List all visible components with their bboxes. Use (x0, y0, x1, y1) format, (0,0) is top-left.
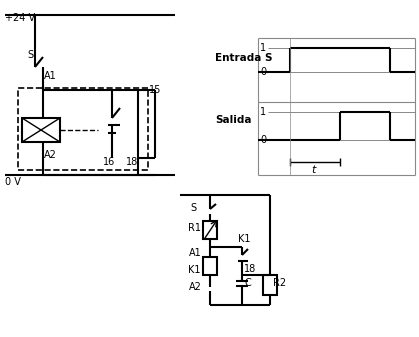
Text: 18: 18 (244, 264, 256, 274)
Text: A1: A1 (189, 248, 202, 258)
Text: 0: 0 (260, 135, 266, 145)
Bar (263, 275, 277, 295)
Text: 18: 18 (126, 157, 138, 167)
Text: 15: 15 (149, 85, 161, 95)
Text: Salida: Salida (215, 115, 251, 125)
Text: A1: A1 (44, 71, 57, 81)
Text: S: S (27, 50, 33, 60)
Text: 1: 1 (260, 43, 266, 53)
Bar (22, 118, 60, 142)
Text: 16: 16 (103, 157, 115, 167)
Text: 0: 0 (260, 67, 266, 77)
Text: K1: K1 (188, 265, 201, 275)
Text: A2: A2 (189, 282, 202, 292)
Bar (203, 221, 217, 239)
Text: R1: R1 (188, 223, 201, 233)
Text: S: S (190, 203, 196, 213)
Text: A2: A2 (44, 150, 57, 160)
Text: +24 V: +24 V (5, 13, 35, 23)
Text: C: C (244, 278, 251, 288)
Text: t: t (311, 165, 316, 175)
Text: 1: 1 (260, 107, 266, 117)
Bar (18, 88, 148, 170)
Text: Entrada S: Entrada S (215, 53, 272, 63)
Bar (203, 257, 217, 275)
Text: R2: R2 (273, 278, 286, 288)
Text: 0 V: 0 V (5, 177, 21, 187)
Text: K1: K1 (238, 234, 251, 244)
